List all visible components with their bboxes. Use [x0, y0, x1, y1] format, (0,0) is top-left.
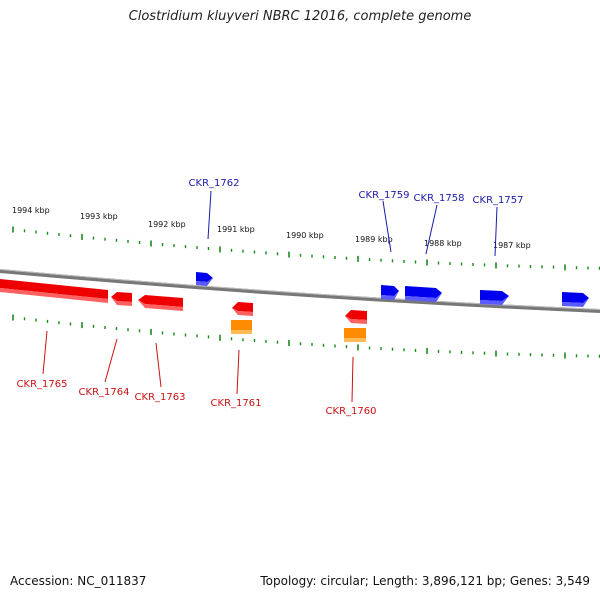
- scale-label: 1991 kbp: [217, 225, 255, 234]
- gene-ckr-1761-rna[interactable]: [231, 320, 252, 334]
- map-title: Clostridium kluyveri NBRC 12016, complet…: [128, 9, 472, 24]
- leader-ckr-1761: [236, 349, 240, 395]
- gene-label[interactable]: CKR_1761: [211, 398, 262, 409]
- scale-label: 1988 kbp: [424, 239, 462, 248]
- gene-ckr-1765[interactable]: [0, 279, 108, 303]
- genome-backbone-highlight: [0, 269, 600, 310]
- gene-ckr-1761[interactable]: [232, 302, 253, 316]
- outer-tick-track: [12, 226, 600, 271]
- gene-label[interactable]: CKR_1763: [135, 392, 186, 403]
- leader-ckr-1759: [382, 200, 392, 253]
- leader-ckr-1758: [425, 204, 438, 255]
- gene-label[interactable]: CKR_1760: [326, 406, 377, 417]
- gene-label[interactable]: CKR_1759: [359, 190, 410, 201]
- leader-ckr-1760: [351, 356, 354, 403]
- leader-ckr-1765: [42, 330, 48, 375]
- gene-ckr-1759[interactable]: [381, 285, 399, 300]
- gene-ckr-1758[interactable]: [405, 286, 442, 302]
- gene-forward-unnamed[interactable]: [562, 292, 589, 307]
- scale-label: 1987 kbp: [493, 241, 531, 250]
- genome-summary: Topology: circular; Length: 3,896,121 bp…: [260, 574, 590, 588]
- accession-label: Accession: NC_011837: [10, 574, 147, 588]
- gene-label[interactable]: CKR_1765: [17, 379, 68, 390]
- scale-label: 1990 kbp: [286, 231, 324, 240]
- leader-ckr-1764: [104, 338, 118, 383]
- leader-ckr-1762: [207, 190, 212, 240]
- gene-ckr-1762[interactable]: [196, 272, 213, 286]
- gene-label[interactable]: CKR_1757: [473, 195, 524, 206]
- inner-tick-track: [12, 314, 600, 359]
- scale-label: 1993 kbp: [80, 212, 118, 221]
- genome-backbone: [0, 269, 600, 313]
- scale-label: 1994 kbp: [12, 206, 50, 215]
- scale-label: 1992 kbp: [148, 220, 186, 229]
- gene-ckr-1763[interactable]: [138, 295, 183, 311]
- gene-ckr-1760[interactable]: [345, 310, 367, 324]
- gene-label[interactable]: CKR_1764: [79, 387, 130, 398]
- gene-label[interactable]: CKR_1762: [189, 178, 240, 189]
- gene-ckr-1757[interactable]: [480, 290, 509, 305]
- leader-ckr-1763: [155, 342, 162, 388]
- leader-ckr-1757: [494, 206, 498, 257]
- gene-ckr-1764[interactable]: [111, 292, 132, 306]
- gene-label[interactable]: CKR_1758: [414, 193, 465, 204]
- gene-ckr-1760-rna[interactable]: [344, 328, 366, 342]
- scale-label: 1989 kbp: [355, 235, 393, 244]
